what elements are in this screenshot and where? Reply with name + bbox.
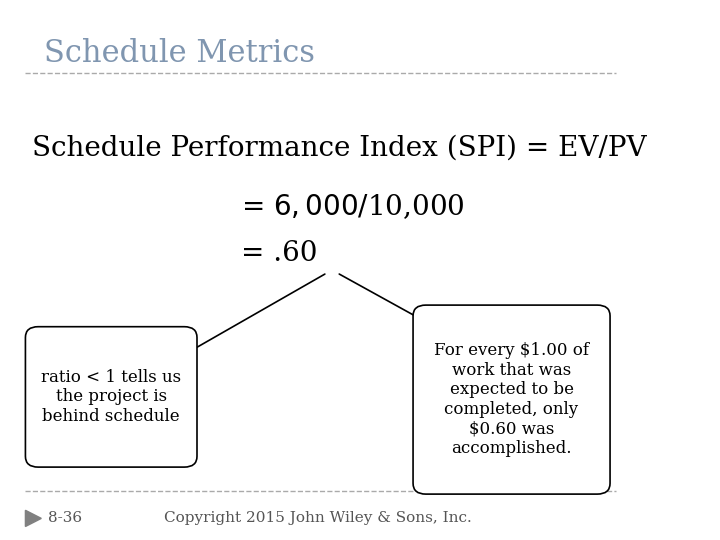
Polygon shape bbox=[25, 510, 41, 526]
Text: Copyright 2015 John Wiley & Sons, Inc.: Copyright 2015 John Wiley & Sons, Inc. bbox=[164, 511, 472, 525]
FancyBboxPatch shape bbox=[413, 305, 610, 494]
Text: = .60: = .60 bbox=[241, 240, 318, 267]
Text: = $6,000 / $10,000: = $6,000 / $10,000 bbox=[241, 192, 465, 220]
Text: ratio < 1 tells us
the project is
behind schedule: ratio < 1 tells us the project is behind… bbox=[41, 369, 181, 425]
Text: For every $1.00 of
work that was
expected to be
completed, only
$0.60 was
accomp: For every $1.00 of work that was expecte… bbox=[434, 342, 589, 457]
Text: 8-36: 8-36 bbox=[48, 511, 82, 525]
Text: Schedule Performance Index (SPI) = EV/PV: Schedule Performance Index (SPI) = EV/PV bbox=[32, 135, 647, 162]
Text: Schedule Metrics: Schedule Metrics bbox=[45, 38, 315, 69]
FancyBboxPatch shape bbox=[25, 327, 197, 467]
